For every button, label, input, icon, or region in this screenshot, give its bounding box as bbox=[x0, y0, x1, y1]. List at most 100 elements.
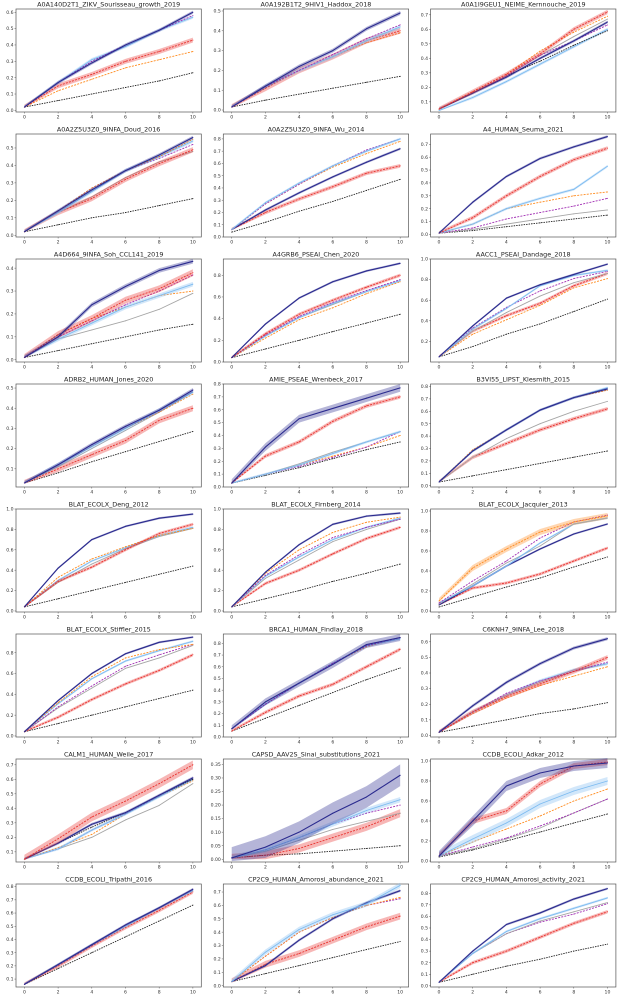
y-tick-label: 0.3 bbox=[421, 446, 428, 452]
series-band-red bbox=[231, 164, 401, 231]
data-point-red bbox=[573, 922, 575, 924]
series-line-gray bbox=[231, 280, 401, 359]
data-point-navy bbox=[438, 731, 440, 733]
data-point-navy bbox=[124, 170, 126, 172]
series-band-navy bbox=[439, 758, 608, 858]
series-line-black bbox=[438, 702, 608, 733]
data-point-lightblue bbox=[158, 295, 160, 297]
y-tick-label: 1.0 bbox=[421, 509, 428, 515]
data-point-orange bbox=[399, 516, 401, 518]
y-tick-label: 0.1 bbox=[421, 972, 428, 978]
data-point-orange bbox=[573, 31, 575, 33]
data-point-black bbox=[192, 689, 194, 691]
x-tick-label: 0 bbox=[230, 365, 233, 371]
data-point-navy bbox=[264, 323, 266, 325]
data-point-orange bbox=[365, 904, 367, 906]
y-tick-label: 0.3 bbox=[213, 699, 220, 705]
x-tick-label: 8 bbox=[158, 615, 161, 621]
x-tick-label: 8 bbox=[572, 490, 575, 496]
data-point-red bbox=[399, 526, 401, 528]
data-point-lightblue bbox=[231, 229, 233, 231]
y-tick-label: 0.4 bbox=[6, 692, 13, 698]
series-band-red bbox=[231, 647, 401, 732]
data-point-purple bbox=[332, 301, 334, 303]
series-band-lightblue bbox=[24, 139, 193, 233]
data-point-red bbox=[606, 656, 608, 658]
data-point-navy bbox=[298, 544, 300, 546]
data-point-red bbox=[539, 302, 541, 304]
x-tick-label: 6 bbox=[539, 365, 542, 371]
subplot-title: C6KNH7_9INFA_Lee_2018 bbox=[482, 626, 564, 634]
series-line-black bbox=[231, 313, 401, 359]
y-tick-label: 0.4 bbox=[213, 316, 220, 322]
data-point-purple bbox=[573, 913, 575, 915]
data-point-red bbox=[192, 891, 194, 893]
data-point-gray bbox=[573, 213, 575, 215]
subplot-title: BLAT_ECOLX_Firnberg_2014 bbox=[271, 501, 360, 509]
x-tick-label: 8 bbox=[572, 990, 575, 996]
subplot: A0A1I9GEU1_NEIME_Kernnouche_2019 0 2 4 6 8 10 0… bbox=[421, 1, 617, 121]
data-point-orange bbox=[158, 535, 160, 537]
series-line-gray bbox=[438, 209, 608, 234]
data-point-black bbox=[264, 973, 266, 975]
data-point-navy bbox=[91, 823, 93, 825]
y-tick-label: 0.25 bbox=[211, 789, 221, 795]
data-point-gray bbox=[472, 330, 474, 332]
data-point-red bbox=[606, 547, 608, 549]
data-point-purple bbox=[399, 804, 401, 806]
plot-frame bbox=[222, 508, 409, 613]
data-point-lightblue bbox=[505, 822, 507, 824]
series-line-navy bbox=[24, 11, 194, 108]
data-point-purple bbox=[539, 290, 541, 292]
series-band-navy bbox=[24, 135, 193, 233]
series-band-red bbox=[439, 9, 608, 110]
data-point-gray bbox=[573, 36, 575, 38]
x-tick-label: 10 bbox=[605, 740, 611, 746]
data-point-black bbox=[505, 965, 507, 967]
subplot-title: CALM1_HUMAN_Weile_2017 bbox=[64, 751, 153, 759]
data-point-lightblue bbox=[539, 63, 541, 65]
data-point-black bbox=[365, 847, 367, 849]
data-point-navy bbox=[298, 831, 300, 833]
data-point-orange bbox=[606, 15, 608, 17]
series-line-red bbox=[24, 654, 194, 733]
data-point-purple bbox=[365, 38, 367, 40]
data-point-black bbox=[57, 350, 59, 352]
y-tick-label: 0.8 bbox=[213, 641, 220, 647]
y-tick-label: 0.4 bbox=[6, 937, 13, 943]
series-band-lightblue bbox=[231, 882, 401, 983]
data-point-gray bbox=[124, 429, 126, 431]
data-point-navy bbox=[264, 846, 266, 848]
subplot: A4_HUMAN_Seuma_2021 0 2 4 6 8 10 0.0 0.1 0.2 0.3 0.… bbox=[421, 126, 617, 246]
x-tick-label: 6 bbox=[124, 115, 127, 121]
data-point-lightblue bbox=[438, 110, 440, 112]
x-tick-label: 2 bbox=[57, 365, 60, 371]
series-band-lightblue bbox=[24, 281, 193, 359]
x-tick-label: 2 bbox=[264, 365, 267, 371]
series-line-lightblue bbox=[438, 28, 608, 111]
data-point-black bbox=[192, 198, 194, 200]
series-line-lightblue bbox=[231, 138, 401, 230]
data-point-lightblue bbox=[365, 903, 367, 905]
series-band-red bbox=[24, 37, 193, 108]
data-point-black bbox=[264, 221, 266, 223]
y-tick-label: 0.4 bbox=[213, 930, 220, 936]
data-point-black bbox=[124, 86, 126, 88]
data-point-black bbox=[472, 475, 474, 477]
data-point-gray bbox=[606, 18, 608, 20]
series-line-black bbox=[438, 556, 608, 608]
series-band-red bbox=[439, 910, 608, 983]
series-line-black bbox=[438, 813, 608, 858]
data-point-red bbox=[399, 648, 401, 650]
data-point-black bbox=[298, 467, 300, 469]
series-line-purple bbox=[24, 15, 194, 108]
subplot-title: CAPSD_AAV2S_Sinai_substitutions_2021 bbox=[252, 751, 380, 759]
series-band-red bbox=[231, 525, 401, 608]
data-point-purple bbox=[505, 692, 507, 694]
data-point-lightblue bbox=[399, 280, 401, 282]
series-line-black bbox=[24, 323, 193, 358]
data-point-lightblue bbox=[124, 46, 126, 48]
x-tick-label: 0 bbox=[438, 740, 441, 746]
series-line-gray bbox=[438, 272, 608, 358]
data-point-red bbox=[332, 299, 334, 301]
